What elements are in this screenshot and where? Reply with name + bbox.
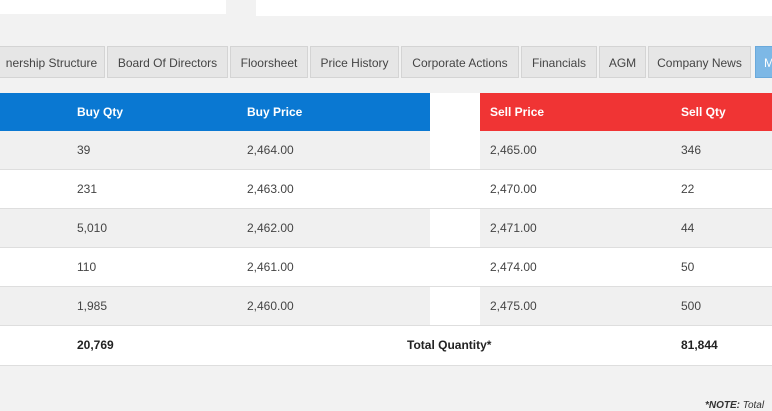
buy-price-cell: 2,460.00 [247, 299, 294, 313]
table-row: 1,985 2,460.00 2,475.00 500 [0, 287, 772, 326]
buy-qty-cell: 110 [77, 260, 97, 274]
market-depth-table: Buy Qty Buy Price Sell Price Sell Qty 39… [0, 93, 772, 366]
tab-board-of-directors[interactable]: Board Of Directors [107, 46, 228, 78]
table-row: 231 2,463.00 2,470.00 22 [0, 170, 772, 209]
sell-qty-cell: 346 [681, 143, 702, 157]
sell-qty-cell: 44 [681, 221, 695, 235]
company-tabs: nership Structure Board Of Directors Flo… [0, 46, 772, 78]
tab-market-depth[interactable]: M [755, 46, 772, 78]
totals-row: 20,769 Total Quantity* 81,844 [0, 326, 772, 366]
note-text: Total [740, 400, 765, 411]
table-row: 39 2,464.00 2,465.00 346 [0, 131, 772, 170]
tab-price-history[interactable]: Price History [310, 46, 399, 78]
sell-price-header: Sell Price [490, 105, 545, 119]
table-row: 5,010 2,462.00 2,471.00 44 [0, 209, 772, 248]
table-row: 110 2,461.00 2,474.00 50 [0, 248, 772, 287]
tab-agm[interactable]: AGM [599, 46, 646, 78]
sell-price-cell: 2,471.00 [490, 221, 537, 235]
total-quantity-label: Total Quantity* [407, 338, 492, 352]
footnote: *NOTE: Total [705, 400, 764, 411]
tab-floorsheet[interactable]: Floorsheet [230, 46, 308, 78]
buy-price-cell: 2,461.00 [247, 260, 294, 274]
sell-price-cell: 2,470.00 [490, 182, 537, 196]
note-prefix: *NOTE: [705, 400, 740, 411]
buy-qty-cell: 39 [77, 143, 91, 157]
sell-qty-header: Sell Qty [681, 105, 726, 119]
tab-financials[interactable]: Financials [521, 46, 597, 78]
sell-price-cell: 2,465.00 [490, 143, 537, 157]
top-left-panel [0, 0, 226, 14]
buy-price-cell: 2,463.00 [247, 182, 294, 196]
buy-qty-cell: 5,010 [77, 221, 108, 235]
tab-corporate-actions[interactable]: Corporate Actions [401, 46, 519, 78]
buy-price-cell: 2,462.00 [247, 221, 294, 235]
buy-price-cell: 2,464.00 [247, 143, 294, 157]
tab-ownership-structure[interactable]: nership Structure [0, 46, 105, 78]
tab-company-news[interactable]: Company News [648, 46, 751, 78]
sell-qty-cell: 50 [681, 260, 695, 274]
buy-qty-cell: 1,985 [77, 299, 108, 313]
sell-qty-cell: 22 [681, 182, 695, 196]
buy-price-header: Buy Price [247, 105, 303, 119]
sell-price-cell: 2,475.00 [490, 299, 537, 313]
top-right-panel [256, 0, 772, 16]
buy-qty-header: Buy Qty [77, 105, 124, 119]
total-buy-qty: 20,769 [77, 338, 114, 352]
sell-price-cell: 2,474.00 [490, 260, 537, 274]
sell-header: Sell Price Sell Qty [480, 93, 772, 131]
total-sell-qty: 81,844 [681, 338, 718, 352]
buy-header: Buy Qty Buy Price [0, 93, 430, 131]
sell-qty-cell: 500 [681, 299, 702, 313]
buy-qty-cell: 231 [77, 182, 98, 196]
